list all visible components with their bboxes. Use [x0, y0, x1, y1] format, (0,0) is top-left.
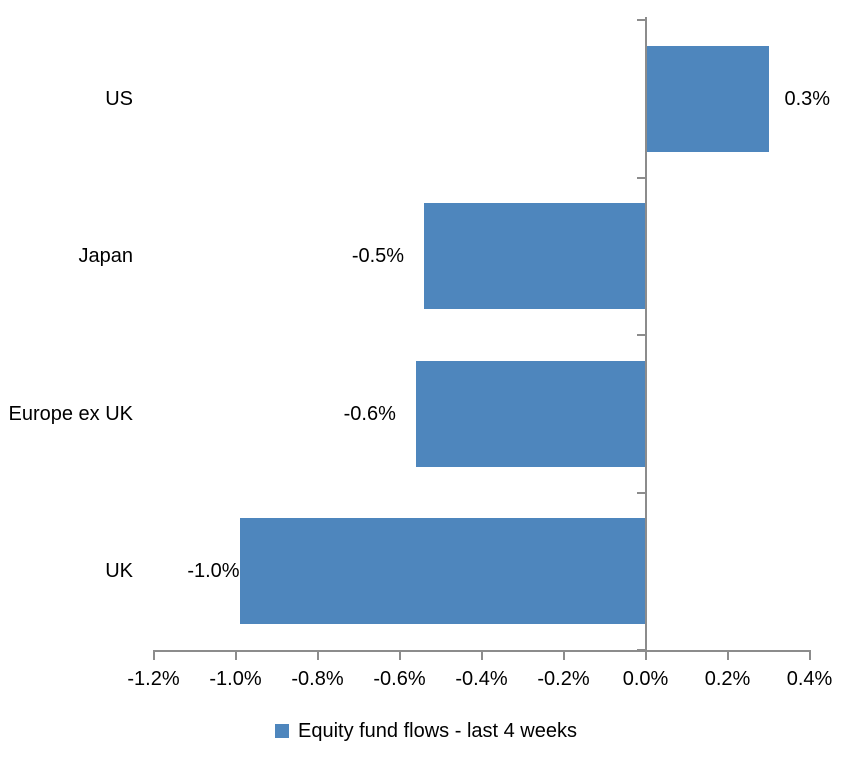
bar-value-label: -1.0%: [187, 560, 240, 583]
legend-label: Equity fund flows - last 4 weeks: [297, 720, 577, 742]
value-axis-zero-line: [644, 17, 647, 650]
category-axis-tick: [636, 19, 645, 21]
category-axis-tick: [636, 491, 645, 494]
x-axis-tick-label: 0.2%: [704, 668, 751, 690]
bar: [424, 203, 646, 310]
bar-value-label: -0.6%: [343, 402, 396, 425]
x-axis-tick-label: 0.0%: [622, 668, 669, 690]
category-axis-tick: [636, 176, 645, 179]
bar-value-label: -0.5%: [351, 245, 405, 268]
x-axis-tick-label: -0.8%: [291, 668, 344, 690]
category-axis-tick: [636, 334, 645, 336]
category-label: Europe ex UK: [8, 402, 133, 425]
x-axis-tick-label: -1.0%: [209, 668, 262, 690]
bar: [645, 45, 769, 152]
category-label: UK: [105, 560, 133, 583]
x-axis-tick: [234, 650, 237, 660]
x-axis-tick: [316, 650, 319, 660]
x-axis-tick-label: -1.2%: [127, 668, 180, 690]
legend-swatch-icon: [274, 724, 289, 738]
category-label: US: [105, 87, 133, 110]
legend: Equity fund flows - last 4 weeks: [0, 719, 852, 743]
bar: [239, 518, 646, 625]
x-axis-tick: [726, 650, 729, 660]
x-axis-tick: [398, 650, 401, 660]
x-axis-tick-label: -0.2%: [537, 668, 590, 690]
x-axis-tick: [152, 650, 155, 660]
x-axis-tick-label: -0.4%: [455, 668, 508, 690]
x-axis-tick: [644, 650, 647, 660]
x-axis-tick-label: -0.6%: [373, 668, 426, 690]
x-axis-tick: [562, 650, 565, 660]
x-axis-tick: [480, 650, 483, 660]
x-axis-tick-label: 0.4%: [786, 668, 833, 690]
x-axis-tick: [808, 650, 811, 660]
bar: [415, 360, 646, 467]
category-label: Japan: [78, 245, 134, 268]
bar-value-label: 0.3%: [784, 87, 831, 110]
